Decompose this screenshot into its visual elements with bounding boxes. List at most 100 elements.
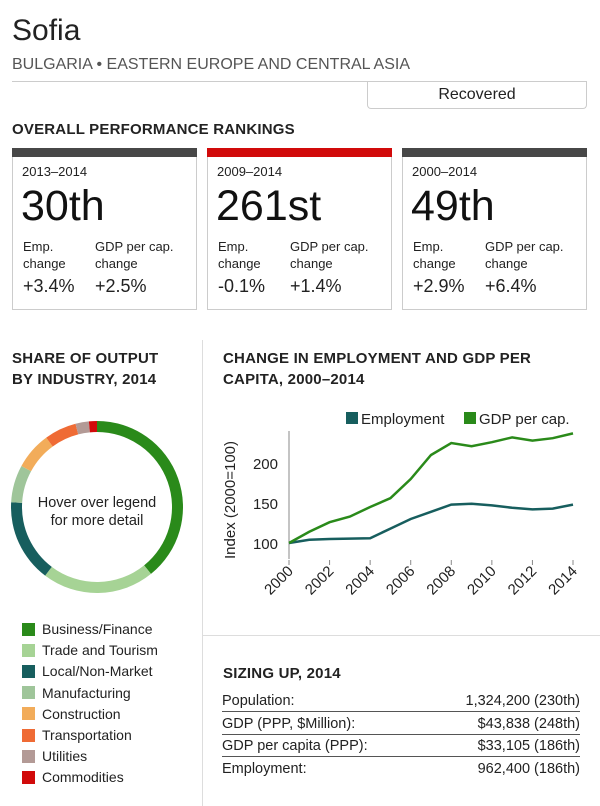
- emp-change-label: Emp. change: [413, 239, 456, 271]
- y-tick-label: 100: [253, 536, 278, 553]
- donut-slice-utilities[interactable]: [75, 421, 90, 435]
- legend-swatch-icon: [22, 749, 35, 763]
- legend-item[interactable]: Trade and Tourism: [22, 641, 158, 659]
- series-line-employment: [288, 502, 574, 545]
- card-color-bar: [12, 148, 197, 157]
- change-title: CHANGE IN EMPLOYMENT AND GDP PER CAPITA,…: [223, 348, 531, 390]
- divider: [202, 340, 203, 806]
- legend-label: Commodities: [42, 769, 124, 786]
- card-rank: 49th: [411, 182, 495, 230]
- legend-item[interactable]: Business/Finance: [22, 620, 153, 638]
- x-tick-label: 2004: [342, 563, 378, 599]
- donut-slice-business-finance[interactable]: [97, 421, 184, 574]
- legend-label: Local/Non-Market: [42, 663, 153, 680]
- share-title-line1: SHARE OF OUTPUT: [12, 350, 159, 367]
- y-tick-label: 200: [253, 456, 278, 473]
- x-tick-label: 2006: [383, 563, 419, 599]
- industry-donut-chart: Hover over legend for more detail: [10, 421, 184, 593]
- sizing-label: Population:: [222, 693, 295, 709]
- sizing-value: $33,105 (186th): [477, 738, 580, 754]
- sizing-label: GDP per capita (PPP):: [222, 738, 368, 754]
- legend-swatch-icon: [22, 686, 35, 700]
- legend-swatch-icon: [22, 643, 35, 657]
- legend-item[interactable]: Manufacturing: [22, 684, 131, 702]
- legend-label: Utilities: [42, 748, 88, 765]
- legend-swatch-icon: [22, 664, 35, 678]
- legend-item[interactable]: Construction: [22, 705, 121, 723]
- y-tick-label: 150: [253, 496, 278, 513]
- sizing-row: GDP per capita (PPP): $33,105 (186th): [222, 736, 580, 757]
- card-period: 2009–2014: [217, 164, 283, 179]
- legend-label: Business/Finance: [42, 621, 153, 637]
- rankings-title: OVERALL PERFORMANCE RANKINGS: [12, 121, 295, 138]
- x-tick-label: 2000: [261, 563, 297, 599]
- x-tick-label: 2014: [545, 563, 581, 599]
- gdp-change-label: GDP per cap. change: [95, 239, 174, 271]
- legend-item[interactable]: Utilities: [22, 747, 87, 765]
- emp-change-value: +2.9%: [413, 276, 465, 296]
- donut-slice-transportation[interactable]: [46, 423, 79, 447]
- card-rank: 261st: [216, 182, 322, 230]
- legend-swatch-icon: [22, 622, 35, 636]
- legend-swatch-icon: [22, 770, 35, 784]
- legend-item[interactable]: Transportation: [22, 726, 132, 744]
- divider: [12, 81, 587, 82]
- gdp-change-label: GDP per cap. change: [485, 239, 564, 271]
- card-color-bar: [207, 148, 392, 157]
- city-name: Sofia: [12, 14, 81, 47]
- sizing-row: Employment: 962,400 (186th): [222, 759, 580, 780]
- legend-swatch-icon: [464, 412, 476, 424]
- legend-item[interactable]: Local/Non-Market: [22, 662, 153, 680]
- x-tick-label: 2002: [302, 563, 338, 599]
- donut-slice-trade-and-tourism[interactable]: [45, 565, 151, 593]
- legend-swatch-icon: [22, 707, 35, 721]
- sizing-value: 962,400 (186th): [477, 760, 580, 777]
- donut-slice-manufacturing[interactable]: [11, 465, 32, 503]
- region-subtitle: BULGARIA • EASTERN EUROPE AND CENTRAL AS…: [12, 56, 411, 73]
- y-axis-label: Index (2000=100): [222, 441, 239, 559]
- donut-center-line2: for more detail: [51, 513, 144, 529]
- ranking-card: 2009–2014 261st Emp. change GDP per cap.…: [207, 148, 392, 310]
- sizing-label: GDP (PPP, $Million):: [222, 715, 356, 732]
- gdp-change-value: +2.5%: [95, 276, 147, 296]
- sizing-label: Employment:: [222, 760, 307, 777]
- donut-slice-local-non-market[interactable]: [10, 502, 52, 576]
- gdp-change-label: GDP per cap. change: [290, 239, 369, 271]
- gdp-change-value: +1.4%: [290, 276, 342, 296]
- x-tick-label: 2010: [464, 563, 500, 599]
- sizing-value: 1,324,200 (230th): [465, 693, 580, 709]
- x-tick-label: 2012: [505, 563, 541, 599]
- sizing-row: Population: 1,324,200 (230th): [222, 691, 580, 712]
- chart-legend-label: GDP per cap.: [479, 411, 570, 428]
- status-badge: Recovered: [367, 81, 587, 109]
- legend-item[interactable]: Commodities: [22, 768, 124, 786]
- donut-slice-commodities[interactable]: [88, 421, 97, 433]
- series-line-gdp: [288, 432, 574, 545]
- change-title-line1: CHANGE IN EMPLOYMENT AND GDP PER: [223, 350, 532, 367]
- emp-change-value: +3.4%: [23, 276, 75, 296]
- emp-change-value: -0.1%: [218, 276, 266, 296]
- legend-label: Trade and Tourism: [42, 642, 158, 659]
- share-title: SHARE OF OUTPUT BY INDUSTRY, 2014: [12, 348, 158, 390]
- ranking-card: 2000–2014 49th Emp. change GDP per cap. …: [402, 148, 587, 310]
- employment-gdp-line-chart: 100 150 200 2000 2002 2004 2006 2008 2010 2012 201…: [222, 411, 581, 599]
- card-color-bar: [402, 148, 587, 157]
- emp-change-label: Emp. change: [218, 239, 261, 271]
- legend-swatch-icon: [22, 728, 35, 742]
- sizing-row: GDP (PPP, $Million): $43,838 (248th): [222, 714, 580, 735]
- legend-swatch-icon: [346, 412, 358, 424]
- change-title-line2: CAPITA, 2000–2014: [223, 371, 365, 388]
- card-period: 2000–2014: [412, 164, 478, 179]
- legend-label: Manufacturing: [42, 684, 131, 701]
- sizing-title: SIZING UP, 2014: [223, 665, 341, 682]
- sizing-value: $43,838 (248th): [477, 715, 580, 732]
- gdp-change-value: +6.4%: [485, 276, 537, 296]
- chart-legend-label: Employment: [361, 411, 445, 428]
- donut-center-line1: Hover over legend: [38, 495, 157, 511]
- x-tick-label: 2008: [423, 563, 459, 599]
- donut-slice-construction[interactable]: [21, 437, 53, 472]
- legend-label: Construction: [42, 705, 121, 722]
- legend-label: Transportation: [42, 727, 132, 743]
- card-period: 2013–2014: [22, 164, 88, 179]
- share-title-line2: BY INDUSTRY, 2014: [12, 371, 157, 388]
